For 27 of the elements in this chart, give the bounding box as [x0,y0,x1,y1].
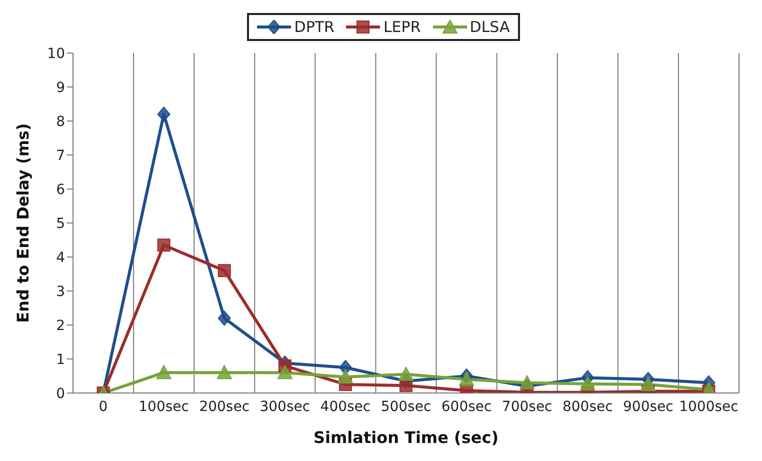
legend-label: LEPR [382,18,421,36]
x-tick-label: 600sec [441,398,492,415]
y-tick-label: 1 [56,352,65,368]
y-tick-label: 4 [56,250,66,266]
x-tick-label: 900sec [623,398,674,415]
x-tick-label: 300sec [260,398,310,415]
x-axis-title: Simlation Time (sec) [313,428,499,447]
y-tick-label: 10 [47,46,65,62]
y-tick-label: 3 [56,284,65,300]
x-tick-label: 200sec [199,398,250,415]
y-tick-label: 9 [56,80,65,96]
y-tick-label: 7 [56,148,65,164]
y-tick-label: 8 [56,114,65,130]
x-tick-label: 0 [98,398,108,415]
y-tick-label: 5 [56,216,65,232]
x-tick-label: 800sec [562,398,613,415]
y-tick-label: 2 [56,318,65,334]
y-tick-label: 0 [56,386,65,402]
y-axis-title: End to End Delay (ms) [14,123,33,323]
x-tick-label: 1000sec [679,398,738,415]
x-tick-label: 700sec [502,398,552,415]
x-tick-label: 500sec [380,398,432,415]
x-tick-label: 400sec [320,398,371,415]
legend-label: DPTR [293,18,334,36]
y-tick-label: 6 [56,182,66,198]
x-tick-label: 100sec [138,398,189,415]
legend-label: DLSA [468,18,510,36]
